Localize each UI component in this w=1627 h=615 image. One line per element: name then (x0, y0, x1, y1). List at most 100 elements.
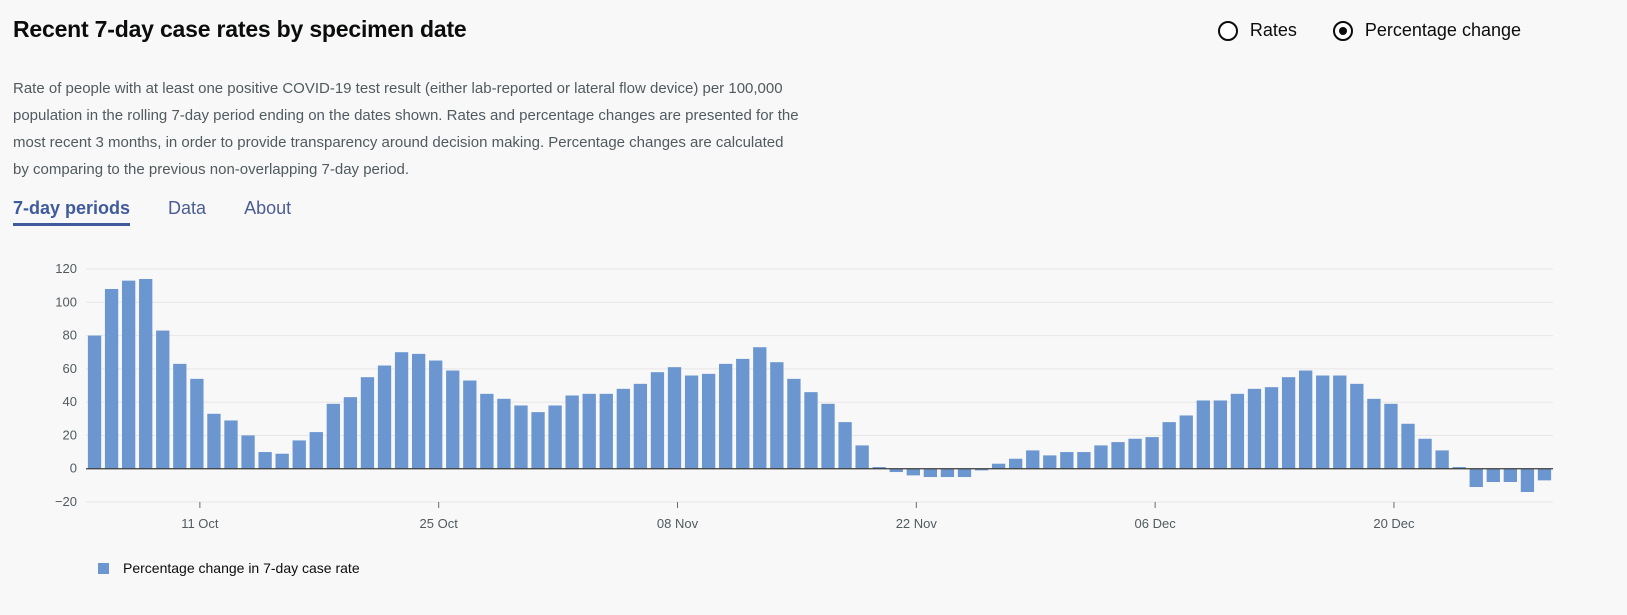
bar (787, 378, 801, 469)
bar (1281, 377, 1296, 469)
bar (1043, 455, 1057, 469)
bar (1128, 438, 1142, 469)
bar (906, 468, 920, 476)
x-tick-label: 08 Nov (657, 516, 699, 531)
bar (940, 468, 955, 478)
bar (1418, 438, 1432, 469)
bar (821, 403, 835, 469)
bar (804, 392, 818, 469)
tab-about[interactable]: About (244, 198, 292, 218)
rates-radio[interactable]: Rates (1217, 20, 1297, 41)
bar (1264, 387, 1279, 469)
bar (770, 362, 784, 469)
bar (1026, 450, 1040, 469)
bar (309, 432, 323, 469)
y-tick-label: −20 (55, 494, 77, 509)
bar (1435, 450, 1449, 469)
bar (582, 393, 596, 469)
bar (889, 468, 903, 473)
rates-radio-label[interactable]: Rates (1249, 20, 1297, 40)
bar (838, 422, 852, 469)
bar (190, 378, 204, 469)
bar (326, 403, 340, 469)
bar (633, 383, 648, 469)
x-tick-label: 22 Nov (896, 516, 938, 531)
bar (650, 372, 665, 469)
bar (292, 440, 306, 469)
bar (207, 413, 221, 469)
bar (1537, 468, 1552, 481)
bar (1350, 383, 1364, 469)
bar (1520, 468, 1535, 493)
bar (121, 280, 136, 469)
percentage-change-radio-circle[interactable] (1332, 20, 1353, 41)
y-tick-label: 0 (70, 461, 77, 476)
bar (1230, 393, 1245, 469)
bar (923, 468, 938, 478)
bar (753, 347, 767, 469)
bar (872, 467, 886, 469)
bar (394, 352, 409, 469)
y-tick-label: 40 (63, 394, 77, 409)
chart-description: Rate of people with at least one positiv… (13, 80, 799, 178)
bar (1094, 445, 1108, 469)
legend-swatch (98, 562, 109, 574)
bar (548, 405, 562, 469)
y-tick-label: 20 (63, 427, 77, 442)
bar (1384, 403, 1398, 469)
bar (1179, 415, 1193, 469)
percentage-change-radio-label[interactable]: Percentage change (1364, 20, 1521, 40)
bar (1213, 400, 1228, 469)
percentage-change-bar-chart: −20 0 20 40 60 80 100 120 11 Oct 25 Oct 08 Nov 22 N… (55, 261, 1553, 531)
chart-legend: Percentage change in 7-day case rate (98, 560, 360, 576)
bar (719, 363, 733, 469)
bar (1486, 468, 1500, 483)
bar (1333, 375, 1347, 469)
legend-label: Percentage change in 7-day case rate (123, 560, 360, 576)
bar (224, 420, 238, 469)
bar (173, 363, 187, 469)
bar (377, 365, 392, 469)
percentage-change-radio[interactable]: Percentage change (1332, 20, 1521, 41)
metric-radio-group: Rates Percentage change (1217, 20, 1521, 41)
bar (1060, 452, 1074, 469)
bar (957, 468, 972, 478)
y-tick-label: 120 (55, 261, 77, 276)
bar (241, 435, 255, 469)
bar (360, 377, 375, 469)
x-tick-label: 11 Oct (181, 516, 219, 531)
bar (104, 288, 119, 469)
tab-7-day-periods[interactable]: 7-day periods (13, 198, 131, 226)
tab-data[interactable]: Data (168, 198, 207, 218)
y-tick-label: 100 (55, 294, 77, 309)
bar (514, 405, 528, 469)
bar (497, 398, 511, 469)
bar (974, 468, 989, 471)
bar (258, 452, 272, 469)
bar (1401, 423, 1415, 469)
bar (1452, 467, 1466, 469)
bar (1111, 442, 1125, 469)
y-tick-label: 80 (63, 328, 77, 343)
bar (1469, 468, 1483, 488)
bar (736, 358, 750, 469)
bar (1077, 452, 1091, 469)
y-tick-label: 60 (63, 361, 77, 376)
bar (139, 278, 153, 469)
bar (531, 412, 545, 469)
bar (565, 395, 579, 469)
bar (87, 335, 102, 469)
bar (480, 393, 494, 469)
bar (991, 463, 1006, 469)
bar (599, 393, 613, 469)
bar (667, 367, 682, 469)
chart-title: Recent 7-day case rates by specimen date (13, 16, 467, 42)
bar (1503, 468, 1518, 483)
x-tick-label: 06 Dec (1135, 516, 1177, 531)
bar (275, 453, 289, 469)
bar (1196, 400, 1210, 469)
bar (855, 445, 869, 469)
bar (1367, 398, 1381, 469)
x-tick-label: 25 Oct (420, 516, 459, 531)
rates-radio-circle[interactable] (1217, 20, 1238, 41)
